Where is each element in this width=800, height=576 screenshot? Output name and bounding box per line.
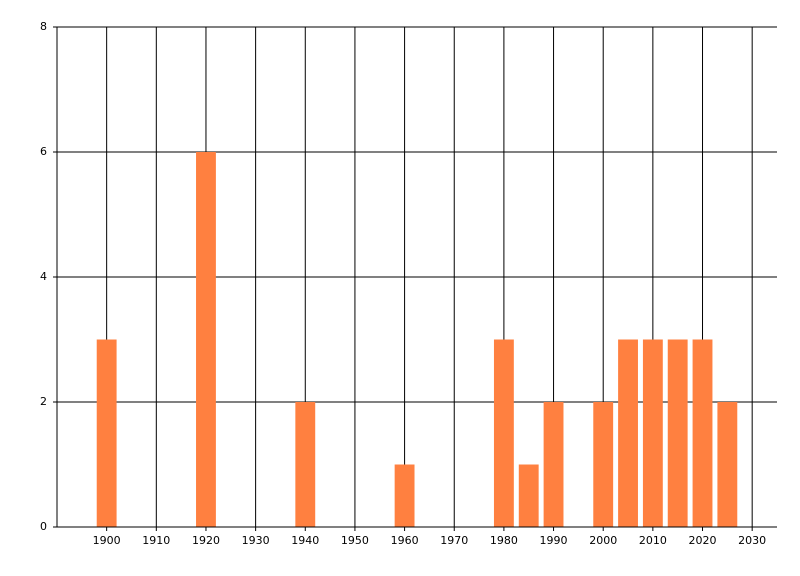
x-tick-label: 2010 <box>639 534 667 547</box>
x-tick-label: 1980 <box>490 534 518 547</box>
x-tick-label: 2000 <box>589 534 617 547</box>
x-tick-label: 1990 <box>540 534 568 547</box>
y-tick-label: 4 <box>40 270 47 283</box>
bar <box>493 339 514 527</box>
bar <box>593 402 614 527</box>
bar <box>543 402 564 527</box>
bar <box>642 339 663 527</box>
bar <box>394 464 415 527</box>
x-tick-label: 1940 <box>291 534 319 547</box>
x-tick-label: 1950 <box>341 534 369 547</box>
x-tick-label: 1910 <box>142 534 170 547</box>
x-tick-label: 1900 <box>93 534 121 547</box>
x-tick-label: 2030 <box>738 534 766 547</box>
x-tick-label: 1970 <box>440 534 468 547</box>
x-tick-label: 1930 <box>242 534 270 547</box>
bar <box>196 152 216 527</box>
bar <box>618 339 638 527</box>
bar <box>295 402 316 527</box>
bar <box>717 402 738 527</box>
x-tick-label: 1920 <box>192 534 220 547</box>
x-tick-label: 1960 <box>391 534 419 547</box>
bar <box>692 339 713 527</box>
y-tick-label: 2 <box>40 395 47 408</box>
bar <box>96 339 117 527</box>
bar <box>667 339 688 527</box>
y-tick-label: 0 <box>40 520 47 533</box>
x-tick-label: 2020 <box>689 534 717 547</box>
bar <box>518 464 539 527</box>
y-tick-label: 6 <box>40 145 47 158</box>
y-tick-label: 8 <box>40 20 47 33</box>
